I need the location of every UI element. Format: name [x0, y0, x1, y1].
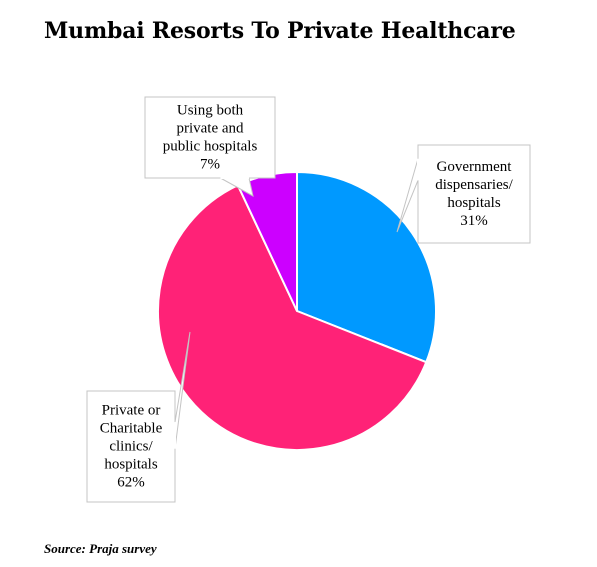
callout-box — [86, 390, 176, 503]
pie-slice-2 — [157, 184, 428, 451]
callouts: Government dispensaries/hospitals 31% Priva… — [86, 96, 531, 503]
callout-label-line: Private or — [102, 403, 161, 419]
callout-pointer — [174, 331, 191, 449]
callout-label-line: private and — [176, 121, 244, 137]
callout-label-line: Using both — [177, 103, 244, 119]
callout-label-line: 31% — [460, 213, 488, 229]
callout-label-line: hospitals — [104, 457, 157, 473]
callout-label-line: hospitals — [447, 195, 500, 211]
source-note: Source: Praja survey — [44, 541, 157, 556]
callout-label-line: 62% — [117, 475, 145, 491]
callout-label-line: dispensaries/ — [435, 177, 513, 193]
callout-3: Using both private and public hospitals 7% — [144, 96, 276, 197]
callout-box — [417, 144, 531, 244]
callout-label-line: clinics/ — [109, 439, 153, 455]
pie-slices — [157, 171, 437, 451]
callout-label-line: public hospitals — [163, 139, 258, 155]
callout-label-line: Charitable — [100, 421, 163, 437]
callout-pointer — [220, 177, 254, 197]
callout-1: Government dispensaries/hospitals 31% — [396, 144, 531, 244]
callout-pointer — [396, 158, 419, 233]
callout-2: Private or Charitable clinics/hospitals 62% — [86, 331, 191, 503]
callout-label-line: 7% — [200, 157, 220, 173]
chart-title: Mumbai Resorts To Private Healthcare — [44, 18, 516, 44]
callout-label-line: Government — [437, 159, 513, 175]
callout-box — [144, 96, 276, 179]
